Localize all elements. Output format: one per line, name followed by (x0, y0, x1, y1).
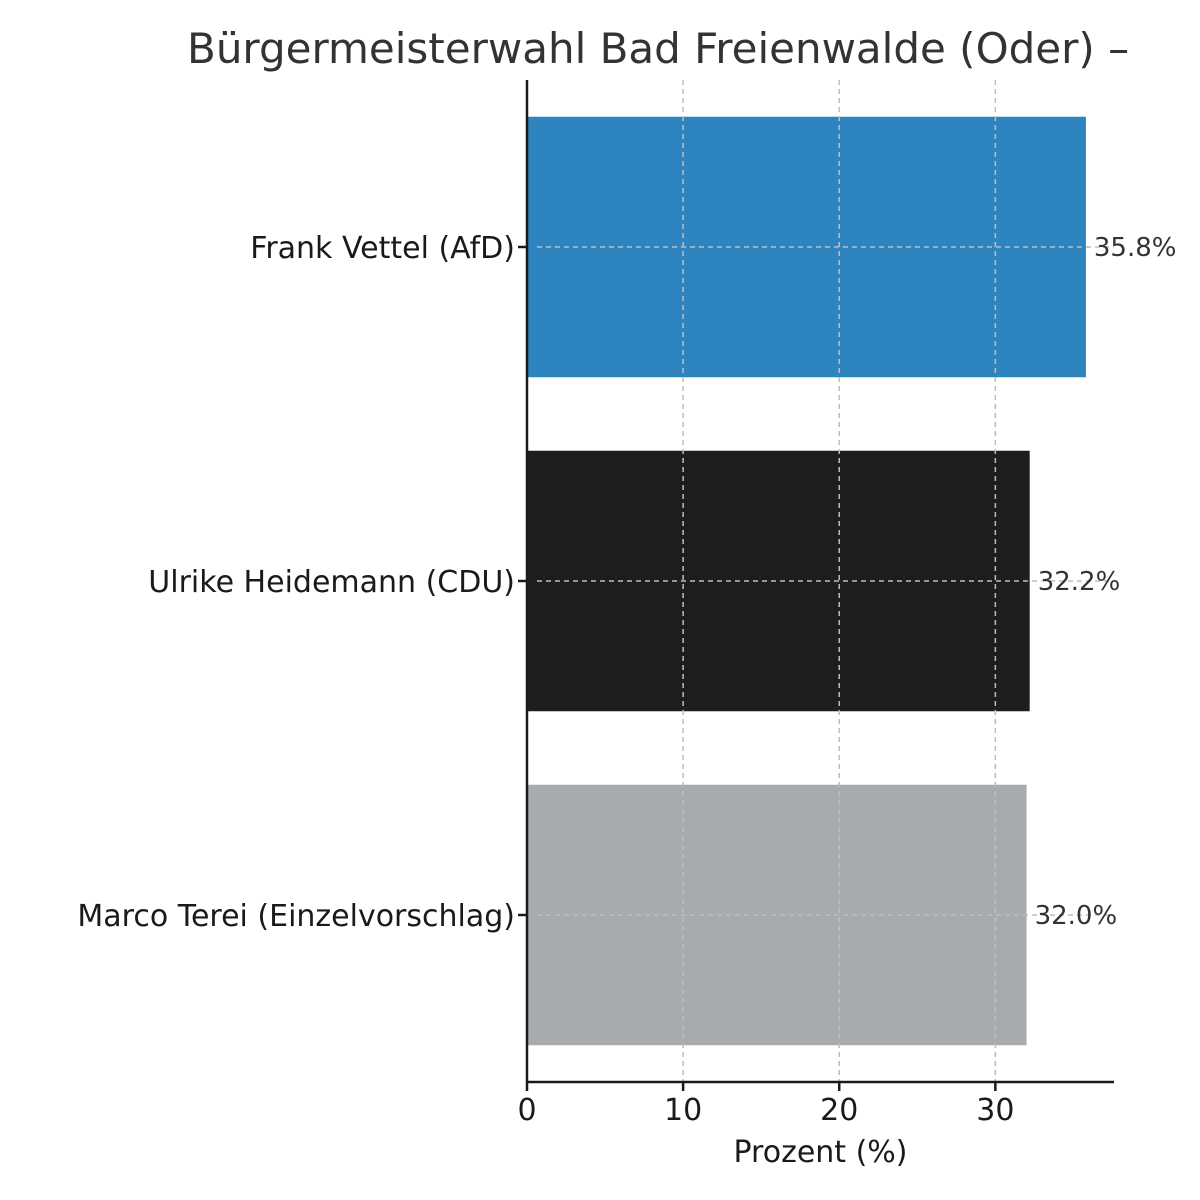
x-tick-label-2: 10 (664, 1093, 702, 1128)
grid-lines (537, 80, 1114, 1082)
x-tick-label-4: 30 (976, 1093, 1014, 1128)
value-label-3: 32.0% (1035, 901, 1118, 931)
x-axis-label: Prozent (%) (733, 1135, 907, 1170)
value-label-1: 35.8% (1094, 233, 1177, 263)
y-tick-label-1: Frank Vettel (AfD) (250, 231, 515, 266)
labels: 0 10 20 30 Frank Vettel (AfD) 35.8% Ulrike Hei… (77, 231, 1176, 1128)
y-tick-label-2: Ulrike Heidemann (CDU) (148, 565, 515, 600)
y-tick-label-3: Marco Terei (Einzelvorschlag) (77, 899, 515, 934)
x-tick-label-1: 0 (517, 1093, 536, 1128)
axes (518, 80, 1114, 1091)
chart-title: Bürgermeisterwahl Bad Freienwalde (Oder)… (187, 24, 1129, 73)
x-tick-label-3: 20 (820, 1093, 858, 1128)
value-label-2: 32.2% (1038, 567, 1121, 597)
